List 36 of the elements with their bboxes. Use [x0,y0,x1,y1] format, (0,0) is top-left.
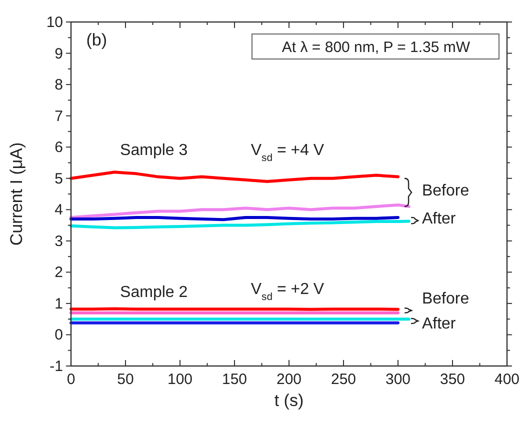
y-tick-label: 6 [54,139,63,156]
line-series [70,170,400,183]
y-tick-label: 8 [54,76,63,94]
x-tick-label: 400 [494,371,520,388]
y-tick-label: 1 [54,295,63,312]
x-tick-label: 100 [167,371,193,388]
annotation: After [422,315,456,332]
y-tick-label: 7 [54,108,63,125]
y-tick-label: 9 [54,45,63,62]
annotation: V$_{sd}$ = +4 V [250,142,324,164]
annotation: Before [422,290,470,308]
x-tick-label: 350 [440,371,466,388]
annotation: V$_{sd}$ = +2 V [250,281,324,303]
annotation: After [422,210,456,228]
annotation: Before [422,182,470,200]
x-tick-label: 0 [66,371,76,388]
y-tick-label: 0 [54,326,63,344]
line-series [70,203,410,219]
x-axis-title: t (s) [274,391,304,410]
y-tick-label: 5 [54,170,63,188]
y-tick-label: 3 [54,232,63,250]
annotation: (b) [86,30,108,50]
x-tick-label: 50 [117,371,134,388]
annotation: Sample 3 [120,142,188,159]
x-tick-label: 250 [330,371,356,388]
y-axis-title: Current I (μA) [7,142,26,246]
annotation: Sample 2 [120,284,188,302]
x-tick-label: 300 [385,371,411,388]
y-tick-label: 10 [46,14,63,31]
y-tick-label: 2 [54,264,63,282]
x-tick-label: 150 [222,371,248,388]
line-series [70,220,410,230]
annotation: At λ = 800 nm, P = 1.35 mW [282,39,471,56]
x-tick-label: 200 [276,371,302,388]
y-tick-label: -1 [50,358,63,375]
y-tick-label: 4 [54,202,63,219]
